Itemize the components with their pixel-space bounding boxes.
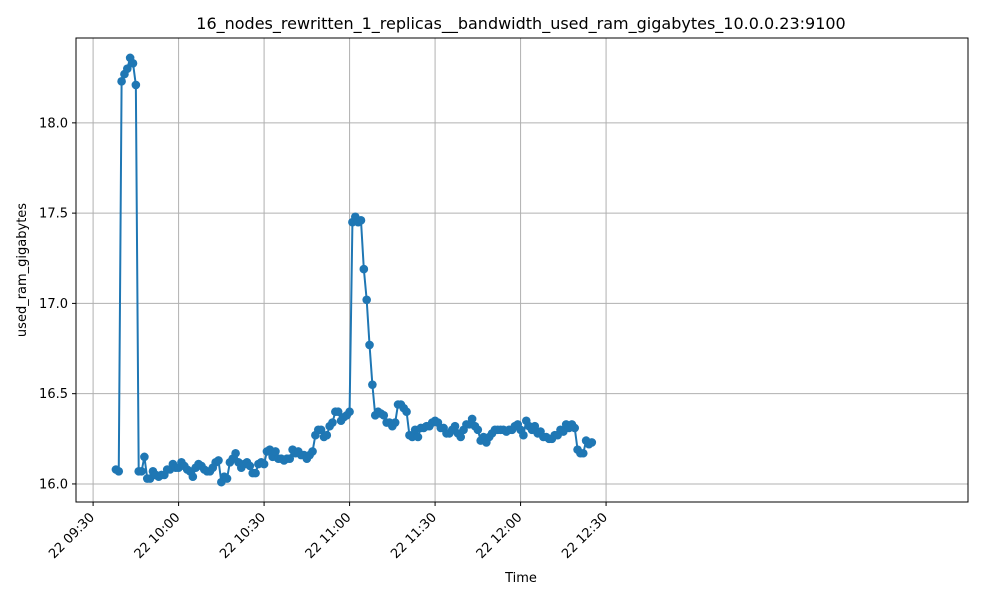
y-tick-label: 16.0 — [39, 477, 68, 492]
data-point — [117, 77, 126, 86]
data-point — [322, 430, 332, 440]
data-point — [345, 407, 354, 417]
data-point — [114, 467, 124, 476]
y-axis: 16.0 16.5 17.0 17.5 18.0 — [39, 116, 76, 492]
data-point — [379, 411, 389, 420]
data-point — [365, 340, 374, 350]
data-point — [362, 295, 371, 305]
y-tick-label: 17.5 — [39, 207, 68, 222]
data-point — [231, 448, 240, 458]
data-point — [413, 432, 423, 442]
data-point — [214, 456, 223, 465]
x-tick-label: 22 12:30 — [559, 510, 611, 562]
grid — [76, 38, 968, 502]
data-point — [530, 421, 540, 431]
data-point — [222, 474, 232, 483]
x-tick-label: 22 11:00 — [303, 510, 355, 562]
y-tick-label: 18.0 — [39, 116, 68, 131]
data-point — [473, 425, 483, 435]
data-point — [333, 407, 343, 417]
x-axis-label: Time — [504, 571, 537, 586]
data-point — [356, 216, 366, 225]
y-tick-label: 17.0 — [39, 297, 68, 312]
data-point — [131, 80, 141, 90]
y-tick-label: 16.5 — [39, 387, 68, 402]
data-point — [368, 380, 377, 389]
data-point — [308, 447, 317, 456]
x-tick-label: 22 09:30 — [46, 510, 98, 562]
data-point — [587, 438, 597, 447]
data-point — [390, 418, 400, 427]
data-point — [251, 468, 260, 478]
x-tick-label: 22 10:00 — [132, 510, 184, 562]
chart-title: 16_nodes_rewritten_1_replicas__bandwidth… — [196, 14, 845, 34]
data-point — [316, 425, 326, 435]
data-points — [111, 53, 597, 487]
data-point — [285, 454, 295, 463]
data-point — [578, 448, 588, 458]
x-axis: 22 09:30 22 10:00 22 10:30 22 11:00 22 11:30… — [46, 502, 611, 562]
data-point — [259, 459, 269, 469]
data-point — [328, 418, 337, 427]
data-point — [123, 64, 132, 73]
data-point — [402, 407, 411, 417]
data-point — [188, 472, 198, 482]
data-point — [140, 452, 149, 462]
data-point — [137, 467, 146, 476]
data-point — [359, 264, 369, 274]
data-point — [450, 421, 460, 431]
x-tick-label: 22 12:00 — [474, 510, 526, 562]
data-point — [271, 447, 280, 456]
y-axis-label: used_ram_gigabytes — [15, 203, 30, 337]
data-point — [128, 58, 138, 68]
x-tick-label: 22 10:30 — [217, 510, 269, 562]
x-tick-label: 22 11:30 — [388, 510, 440, 562]
data-point — [570, 423, 580, 433]
data-point — [467, 414, 477, 424]
data-point — [519, 430, 528, 440]
data-point — [245, 461, 255, 471]
plot-frame — [75, 37, 969, 503]
data-point — [456, 432, 466, 442]
